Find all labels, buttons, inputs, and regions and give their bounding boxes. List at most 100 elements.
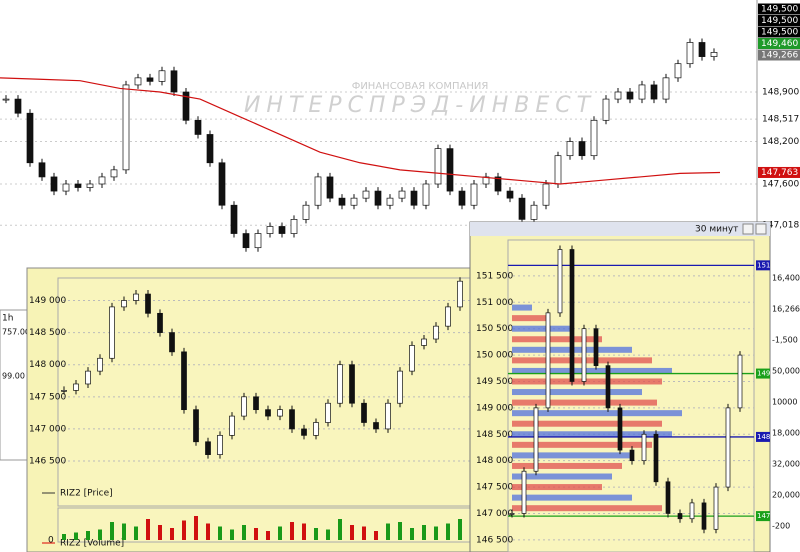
candle	[737, 354, 743, 409]
candle	[629, 449, 635, 462]
price-tag	[758, 38, 800, 49]
window-title: 30 минут	[695, 225, 738, 235]
candle	[325, 402, 331, 423]
price-tag	[758, 3, 800, 15]
profile-bar	[512, 505, 662, 512]
candle	[605, 365, 611, 409]
profile-bar	[512, 431, 672, 438]
strip-bg	[771, 236, 800, 552]
candle	[254, 233, 262, 249]
candle	[677, 513, 683, 520]
candle	[85, 370, 91, 385]
y-tick-label: 148 500	[29, 328, 66, 338]
candle	[217, 435, 223, 455]
candle	[446, 148, 454, 192]
volume-plot	[57, 507, 471, 543]
profile-bar	[512, 410, 682, 417]
price-tag-label: 149,500	[761, 16, 798, 26]
strip-label: -200	[772, 522, 790, 531]
profile-bar	[512, 325, 572, 332]
strip-label: 50,000	[772, 367, 800, 376]
strip-label: 16,266	[772, 305, 800, 314]
volume-bar	[434, 526, 438, 540]
side-label: 757.00	[2, 328, 30, 337]
candle	[581, 328, 587, 382]
strip-label: 16,400	[772, 274, 800, 283]
price-tag	[758, 15, 800, 26]
candle	[698, 42, 706, 57]
candle	[557, 249, 563, 314]
candle	[61, 390, 67, 392]
axis-label: 147,600	[762, 180, 799, 190]
candle	[193, 409, 199, 443]
candle	[674, 63, 682, 79]
maximize-button[interactable]	[755, 223, 767, 235]
y-tick-label: 147 500	[29, 392, 66, 402]
candle	[373, 422, 379, 430]
candle	[566, 141, 574, 157]
price-tag-label: 149,500	[761, 28, 798, 38]
candle	[290, 219, 298, 234]
candle	[602, 98, 610, 121]
candle	[350, 197, 358, 206]
profile-bar	[512, 378, 662, 385]
volume-bar	[290, 522, 294, 540]
ma-tag	[758, 166, 800, 178]
candle	[98, 176, 106, 185]
moving-average	[0, 77, 721, 185]
candle	[62, 183, 70, 192]
candle	[665, 481, 671, 514]
candle	[397, 370, 403, 404]
candle	[50, 176, 58, 192]
candle	[494, 176, 502, 192]
candle	[398, 190, 406, 199]
edge-tag	[756, 431, 770, 442]
candle	[169, 332, 175, 353]
candle	[374, 190, 382, 206]
candle	[86, 183, 94, 188]
candle	[253, 396, 259, 411]
y-tick-label: 149 500	[476, 377, 513, 387]
y-tick-label: 147 500	[476, 483, 513, 493]
candle	[109, 306, 115, 359]
candle	[146, 77, 154, 82]
price-tag-label: 149,500	[761, 5, 798, 15]
minimize-button[interactable]	[742, 223, 754, 235]
candle	[14, 98, 22, 114]
candle	[218, 162, 226, 206]
candle	[157, 312, 163, 333]
profile-bar	[512, 473, 612, 480]
price-tag-label: 149,266	[761, 51, 798, 61]
profile-bar	[512, 399, 657, 406]
candle	[653, 433, 659, 483]
candle	[521, 470, 527, 514]
candle	[362, 190, 370, 199]
volume-legend: RIZ2 [Volume]	[60, 539, 124, 549]
candle	[662, 77, 670, 100]
y-tick-label: 150 500	[476, 324, 513, 334]
volume-bar	[446, 523, 450, 540]
y-tick-label: 146 500	[29, 457, 66, 467]
candle	[170, 70, 178, 93]
candle	[545, 312, 551, 409]
edge-tag	[756, 511, 770, 522]
y-tick-label: 147 000	[476, 509, 513, 519]
volume-bar	[98, 529, 102, 540]
strip-label: -1,500	[772, 336, 798, 345]
candle	[194, 119, 202, 135]
price-tag	[758, 26, 800, 38]
candle	[313, 422, 319, 436]
volume-bar	[458, 519, 462, 540]
candle	[641, 433, 647, 462]
volume-bar	[230, 529, 234, 540]
candle	[713, 486, 719, 530]
candle	[289, 409, 295, 430]
candle	[457, 280, 463, 308]
volume-bar	[182, 520, 186, 540]
candle	[422, 183, 430, 206]
volume-bar	[362, 526, 366, 540]
candle	[470, 183, 478, 206]
watermark-line2: ИНТЕРСПРЭД-ИНВЕСТ	[244, 93, 596, 118]
side-frame	[0, 309, 28, 461]
